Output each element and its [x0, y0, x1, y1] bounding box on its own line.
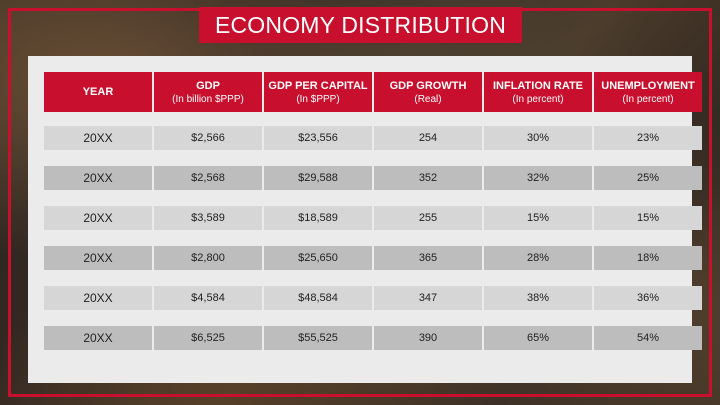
cell-gdp: $2,566: [154, 126, 262, 150]
cell-gdp-per-capital: $23,556: [264, 126, 372, 150]
title-banner: ECONOMY DISTRIBUTION: [199, 7, 522, 43]
header-year-label: YEAR: [82, 86, 114, 98]
header-gdp-label: GDP: [196, 79, 220, 92]
header-year: YEAR: [44, 72, 152, 112]
cell-gdp-per-capital: $48,584: [264, 286, 372, 310]
table-row: 20XX $4,584 $48,584 347 38% 36%: [44, 286, 702, 310]
cell-gdp-growth: 255: [374, 206, 482, 230]
header-inflation-rate: INFLATION RATE (In percent): [484, 72, 592, 112]
header-gdp-unit: (In billion $PPP): [172, 93, 244, 105]
page-title: ECONOMY DISTRIBUTION: [214, 11, 507, 38]
cell-year: 20XX: [44, 326, 152, 350]
cell-year: 20XX: [44, 246, 152, 270]
cell-year: 20XX: [44, 166, 152, 190]
header-gdp-per-capital-unit: (In $PPP): [296, 93, 340, 105]
cell-gdp: $2,568: [154, 166, 262, 190]
cell-inflation-rate: 30%: [484, 126, 592, 150]
cell-unemployment: 15%: [594, 206, 702, 230]
cell-inflation-rate: 15%: [484, 206, 592, 230]
cell-gdp-growth: 390: [374, 326, 482, 350]
header-unemployment-unit: (In percent): [622, 93, 674, 105]
cell-gdp-per-capital: $29,588: [264, 166, 372, 190]
cell-year: 20XX: [44, 286, 152, 310]
header-gdp-per-capital: GDP PER CAPITAL (In $PPP): [264, 72, 372, 112]
cell-unemployment: 25%: [594, 166, 702, 190]
cell-gdp-per-capital: $25,650: [264, 246, 372, 270]
table-row: 20XX $2,566 $23,556 254 30% 23%: [44, 126, 702, 150]
cell-year: 20XX: [44, 206, 152, 230]
cell-inflation-rate: 28%: [484, 246, 592, 270]
header-unemployment-label: UNEMPLOYMENT: [601, 79, 695, 92]
economy-table: YEAR GDP (In billion $PPP) GDP PER CAPIT…: [44, 72, 702, 350]
cell-gdp-per-capital: $18,589: [264, 206, 372, 230]
cell-gdp: $3,589: [154, 206, 262, 230]
header-inflation-rate-unit: (In percent): [512, 93, 564, 105]
cell-unemployment: 18%: [594, 246, 702, 270]
cell-unemployment: 23%: [594, 126, 702, 150]
cell-year: 20XX: [44, 126, 152, 150]
header-inflation-rate-label: INFLATION RATE: [492, 79, 584, 92]
table-panel: YEAR GDP (In billion $PPP) GDP PER CAPIT…: [28, 56, 702, 383]
table-row: 20XX $6,525 $55,525 390 65% 54%: [44, 326, 702, 350]
header-gdp-per-capital-label: GDP PER CAPITAL: [268, 79, 368, 92]
cell-gdp: $2,800: [154, 246, 262, 270]
table-row: 20XX $2,568 $29,588 352 32% 25%: [44, 166, 702, 190]
cell-inflation-rate: 65%: [484, 326, 592, 350]
cell-gdp: $6,525: [154, 326, 262, 350]
cell-gdp-growth: 254: [374, 126, 482, 150]
table-row: 20XX $2,800 $25,650 365 28% 18%: [44, 246, 702, 270]
cell-inflation-rate: 32%: [484, 166, 592, 190]
table-header-row: YEAR GDP (In billion $PPP) GDP PER CAPIT…: [44, 72, 702, 112]
cell-gdp-growth: 352: [374, 166, 482, 190]
header-gdp-growth: GDP GROWTH (Real): [374, 72, 482, 112]
cell-unemployment: 54%: [594, 326, 702, 350]
cell-gdp-per-capital: $55,525: [264, 326, 372, 350]
table-row: 20XX $3,589 $18,589 255 15% 15%: [44, 206, 702, 230]
header-gdp-growth-label: GDP GROWTH: [389, 79, 467, 92]
cell-gdp-growth: 347: [374, 286, 482, 310]
cell-gdp: $4,584: [154, 286, 262, 310]
header-unemployment: UNEMPLOYMENT (In percent): [594, 72, 702, 112]
header-gdp: GDP (In billion $PPP): [154, 72, 262, 112]
header-gdp-growth-unit: (Real): [414, 93, 442, 105]
cell-inflation-rate: 38%: [484, 286, 592, 310]
cell-gdp-growth: 365: [374, 246, 482, 270]
cell-unemployment: 36%: [594, 286, 702, 310]
